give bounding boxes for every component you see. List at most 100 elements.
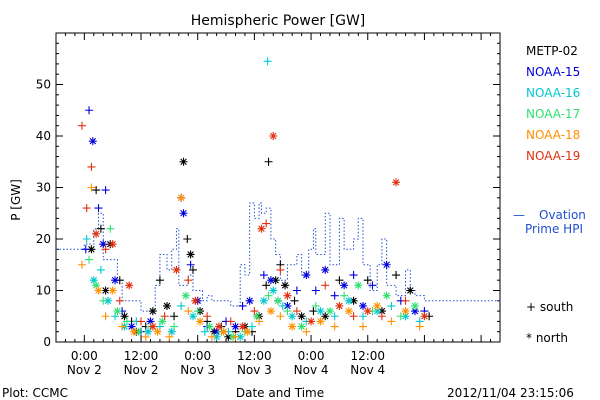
data-point-south [387,301,396,310]
data-point-north [349,296,358,305]
data-point-north [344,296,353,305]
data-point-south [77,260,86,269]
data-point-north [373,301,382,310]
data-point-north [129,327,138,336]
data-point-south [231,332,240,341]
data-point-north [196,317,205,326]
data-point-north [134,327,143,336]
data-point-south [160,312,169,321]
data-point-south [82,204,91,213]
data-point-north [401,307,410,316]
legend-entry-noaa-17: NOAA-17 [526,107,580,121]
data-point-south [401,296,410,305]
data-point-south [81,245,90,254]
data-point-north [158,317,167,326]
data-point-south [141,332,150,341]
data-point-south [349,312,358,321]
data-point-north [335,301,344,310]
data-point-south [99,296,108,305]
legend-entry-noaa-16: NOAA-16 [526,86,580,100]
data-point-north [406,286,415,295]
legend-entry-noaa-15: NOAA-15 [526,65,580,79]
series-noaa-16 [82,57,424,341]
data-point-south [263,57,272,66]
ovation-legend-line1: Ovation [539,208,586,222]
data-point-north [231,322,240,331]
data-point-south [87,162,96,171]
data-point-south [87,183,96,192]
data-point-south [188,265,197,274]
data-point-north [283,291,292,300]
data-point-north [266,307,275,316]
data-point-north [410,307,419,316]
data-point-south [259,271,268,280]
data-point-north [288,322,297,331]
data-point-south [330,291,339,300]
data-point-south [250,307,259,316]
data-point-north [302,271,311,280]
footer-credit: Plot: CCMC [2,386,68,400]
data-point-south [170,312,179,321]
data-point-north [177,193,186,202]
data-point-south [200,327,209,336]
data-point-south [155,276,164,285]
data-point-south [377,312,386,321]
data-point-south [118,322,127,331]
data-point-north [103,296,112,305]
data-point-south [311,286,320,295]
data-point-south [276,312,285,321]
y-axis: 0 10 20 30 40 50 [36,32,500,349]
data-point-south [292,286,301,295]
data-point-north [179,209,188,218]
x-tick-time-label: 12:00 [237,349,272,363]
data-point-north [153,327,162,336]
series-noaa-15 [81,106,429,336]
data-point-south [264,157,273,166]
y-tick-label: 10 [36,284,51,298]
data-point-north [257,224,266,233]
data-point-north [167,327,176,336]
x-tick-date-label: Nov 3 [237,363,272,377]
data-point-south [101,245,110,254]
data-point-north [179,157,188,166]
data-point-south [255,317,264,326]
x-tick-time-label: 0:00 [184,349,211,363]
data-point-south [85,255,94,264]
data-point-north [212,332,221,341]
data-point-south [177,301,186,310]
data-point-north [269,286,278,295]
data-point-north [354,281,363,290]
legend-entry-noaa-19: NOAA-19 [526,149,580,163]
ovation-hpi-line [56,202,500,312]
data-point-south [302,327,311,336]
legend-entry-noaa-18: NOAA-18 [526,128,580,142]
y-tick-label: 40 [36,129,51,143]
data-point-north [363,307,372,316]
data-point-north [236,332,245,341]
data-point-north [113,307,122,316]
data-point-north [205,322,214,331]
data-point-south [262,219,271,228]
series-noaa-19 [77,121,429,331]
series-metp-02 [87,157,434,341]
data-point-south [96,265,105,274]
x-tick-date-label: Nov 2 [67,363,102,377]
data-point-south [387,317,396,326]
data-point-south [193,307,202,316]
data-point-south [165,332,174,341]
data-point-north [274,296,282,305]
data-point-north [238,322,247,331]
data-point-south [321,281,330,290]
data-point-south [183,235,192,243]
data-point-south [309,307,318,316]
data-point-north [92,281,101,290]
data-point-north [120,312,129,321]
data-point-south [311,301,320,310]
data-point-south [92,186,101,195]
data-point-north [340,281,349,290]
data-point-south [363,276,372,285]
data-point-north [373,307,382,316]
legend-entry-metp-02: METP-02 [526,44,578,58]
